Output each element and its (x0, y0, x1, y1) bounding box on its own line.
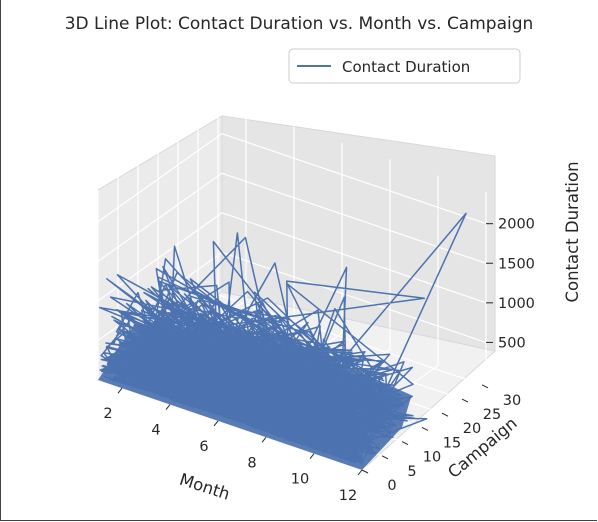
y-tick-mark (481, 384, 489, 389)
y-tick-mark (401, 441, 409, 446)
chart-title: 3D Line Plot: Contact Duration vs. Month… (65, 14, 534, 34)
x-axis-label: Month (177, 470, 232, 504)
x-tick-label: 8 (247, 455, 256, 471)
gridline-z (97, 172, 487, 264)
x-tick-label: 4 (151, 423, 160, 439)
y-tick-label: 30 (503, 393, 521, 409)
y-tick-label: 25 (483, 407, 501, 423)
x-tick-label: 6 (199, 439, 208, 455)
z-tick-label: 1000 (498, 296, 535, 312)
x-tick-mark (261, 436, 267, 443)
gridline-x (361, 192, 487, 471)
z-tick-label: 2000 (498, 217, 535, 233)
y-tick-mark (441, 412, 449, 417)
x-tick-mark (309, 453, 315, 459)
y-tick-label: 10 (423, 450, 441, 466)
x-tick-mark (357, 469, 363, 476)
y-tick-label: 15 (443, 435, 461, 451)
x-tick-mark (213, 420, 219, 427)
series-contact-duration (98, 212, 467, 470)
y-tick-label: 0 (387, 478, 396, 494)
x-tick-label: 12 (339, 488, 357, 504)
x-tick-label: 10 (291, 472, 309, 488)
x-tick-mark (165, 404, 171, 410)
series-dense-core (98, 323, 412, 470)
z-tick-label: 1500 (498, 256, 535, 272)
legend-label: Contact Duration (342, 58, 470, 76)
y-tick-label: 20 (463, 421, 481, 437)
y-tick-label: 5 (407, 464, 416, 480)
y-tick-mark (421, 426, 429, 431)
x-tick-label: 2 (103, 406, 112, 422)
z-axis-label: Contact Duration (563, 161, 582, 302)
legend-box (288, 48, 521, 84)
y-tick-mark (381, 455, 389, 460)
legend: Contact Duration (288, 48, 521, 84)
gridline-z (97, 212, 487, 304)
z-tick-label: 500 (498, 335, 526, 351)
gridline-z (97, 132, 487, 225)
x-tick-mark (117, 387, 123, 394)
y-tick-mark (361, 469, 369, 474)
y-tick-mark (461, 398, 469, 403)
